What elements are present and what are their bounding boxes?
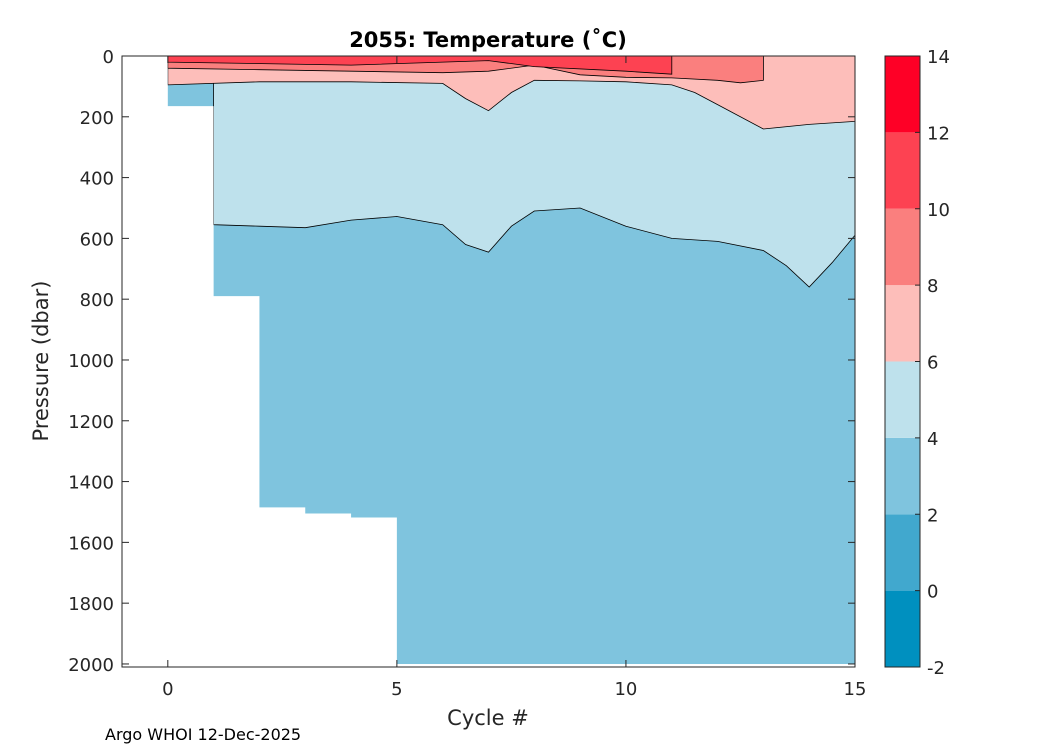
- colorbar-tick-label: -2: [927, 658, 945, 679]
- y-tick-label: 1800: [68, 594, 114, 615]
- y-tick-label: 1400: [68, 473, 114, 494]
- plot-area: [167, 56, 855, 664]
- x-tick-label: 5: [391, 679, 402, 700]
- colorbar-segment: [885, 285, 920, 362]
- colorbar-segment: [885, 132, 920, 209]
- colorbar-segment: [885, 361, 920, 438]
- chart-title: 2055: Temperature (˚C): [349, 28, 627, 52]
- colorbar-tick-label: 6: [927, 353, 938, 374]
- y-axis: 0 200 400 600 800 1000 1200 1400 1600 1800 2000: [68, 47, 855, 676]
- y-tick-label: 400: [80, 169, 114, 190]
- band-10-12: [167, 56, 673, 75]
- y-axis-label: Pressure (dbar): [29, 281, 53, 442]
- y-tick-label: 1200: [68, 412, 114, 433]
- colorbar-segment: [885, 56, 920, 133]
- x-axis: 0 5 10 15: [162, 56, 866, 700]
- colorbar-tick-label: 10: [927, 200, 950, 221]
- y-tick-label: 2000: [68, 655, 114, 676]
- y-tick-label: 1600: [68, 533, 114, 554]
- plot-frame: [121, 55, 856, 668]
- colorbar-segment: [885, 208, 920, 286]
- x-tick-label: 15: [844, 679, 867, 700]
- y-tick-label: 600: [80, 229, 114, 250]
- y-tick-label: 200: [80, 108, 114, 129]
- colorbar-tick-label: 2: [927, 505, 938, 526]
- colorbar-tick-label: 14: [927, 47, 950, 68]
- colorbar-segment: [885, 437, 920, 515]
- temperature-field: [167, 56, 855, 664]
- y-tick-label: 0: [103, 47, 114, 68]
- colorbar-segment: [885, 514, 920, 591]
- x-axis-label: Cycle #: [447, 706, 529, 730]
- band-4-6: [213, 56, 855, 288]
- colorbar: -2 0 2 4 6 8 10 12 14: [884, 47, 950, 679]
- colorbar-tick-label: 4: [927, 429, 938, 450]
- y-tick-label: 1000: [68, 351, 114, 372]
- footer-credit: Argo WHOI 12-Dec-2025: [105, 725, 302, 744]
- colorbar-tick-label: 12: [927, 123, 950, 144]
- x-tick-label: 0: [162, 679, 173, 700]
- x-tick-label: 10: [614, 679, 637, 700]
- colorbar-segment: [885, 590, 920, 667]
- colorbar-tick-label: 0: [927, 582, 938, 603]
- y-tick-label: 800: [80, 290, 114, 311]
- colorbar-tick-label: 8: [927, 276, 938, 297]
